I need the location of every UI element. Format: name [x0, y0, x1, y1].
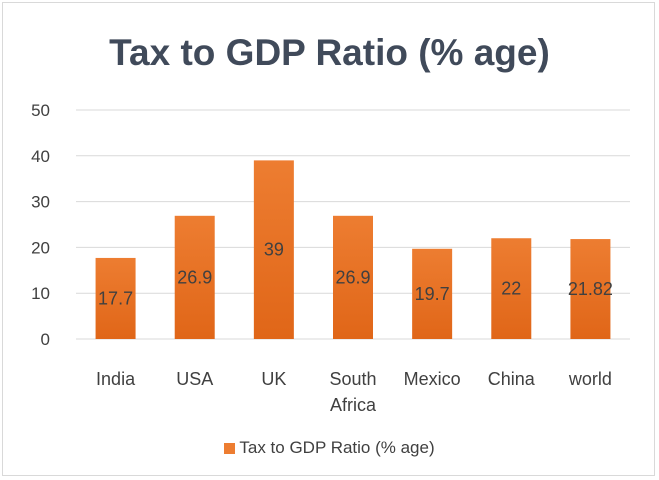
x-tick-label: world	[568, 369, 612, 389]
x-tick-label: Mexico	[404, 369, 461, 389]
chart-title: Tax to GDP Ratio (% age)	[109, 32, 550, 73]
chart-frame	[2, 2, 655, 476]
bar	[412, 248, 453, 339]
bar	[570, 239, 611, 339]
legend-swatch	[224, 442, 236, 454]
y-tick-label: 30	[31, 193, 50, 212]
chart-legend: Tax to GDP Ratio (% age)	[0, 438, 659, 458]
data-label: 26.9	[177, 267, 212, 287]
y-tick-label: 10	[31, 284, 50, 303]
bar	[333, 215, 373, 339]
data-label: 21.82	[568, 279, 613, 299]
bar	[491, 238, 532, 339]
y-tick-label: 0	[41, 330, 50, 349]
x-tick-label: USA	[176, 369, 213, 389]
data-label: 39	[264, 240, 284, 260]
data-label: 26.9	[335, 267, 370, 287]
x-tick-label: South	[329, 369, 376, 389]
legend-label: Tax to GDP Ratio (% age)	[239, 438, 435, 457]
x-tick-label: Africa	[330, 395, 377, 415]
data-label: 17.7	[98, 288, 133, 308]
bar	[253, 160, 294, 339]
bar	[174, 215, 215, 339]
y-tick-label: 50	[31, 101, 50, 120]
data-label: 19.7	[415, 284, 450, 304]
y-tick-label: 40	[31, 147, 50, 166]
x-tick-label: UK	[261, 369, 286, 389]
x-tick-label: India	[96, 369, 136, 389]
y-tick-label: 20	[31, 238, 50, 257]
bar	[95, 257, 136, 339]
data-label: 22	[501, 279, 521, 299]
x-tick-label: China	[488, 369, 536, 389]
